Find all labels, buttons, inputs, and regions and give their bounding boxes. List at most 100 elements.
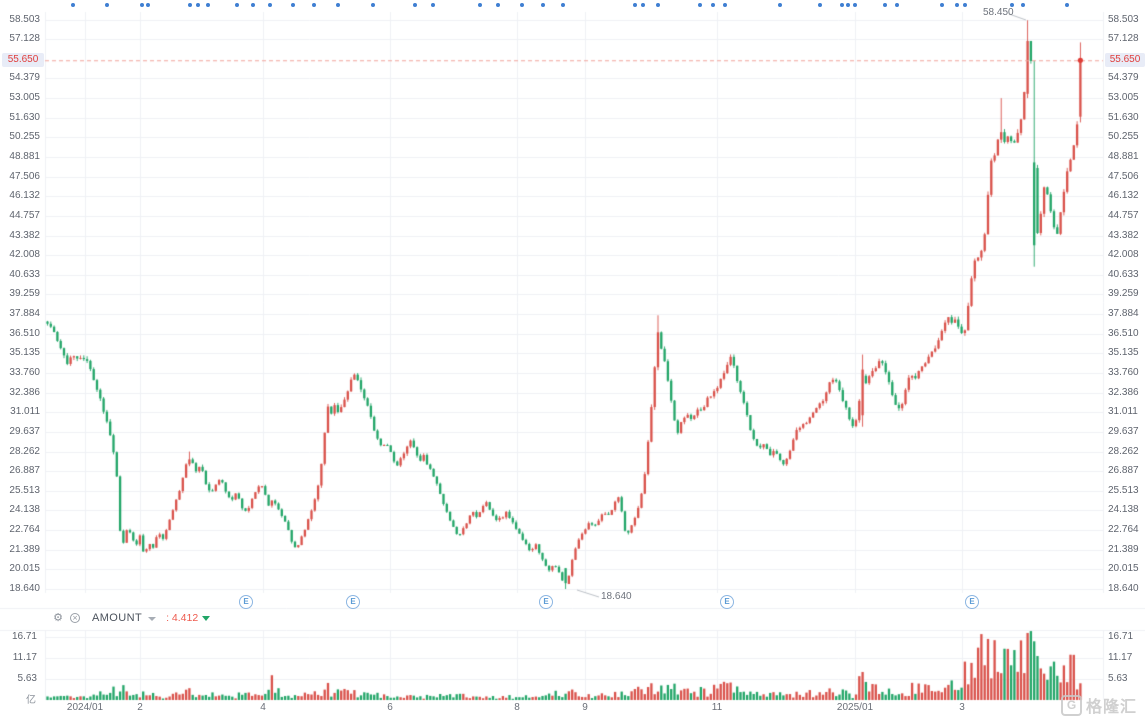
event-dot[interactable] xyxy=(723,3,727,7)
volume-axis-label-right: 11.17 xyxy=(1108,652,1133,663)
period-low-annotation: 18.640 xyxy=(601,591,632,602)
event-dot[interactable] xyxy=(656,3,660,7)
event-dot[interactable] xyxy=(940,3,944,7)
y-axis-label-left: 48.881 xyxy=(9,151,40,162)
y-axis-label-left: 37.884 xyxy=(9,308,40,319)
event-dot[interactable] xyxy=(963,3,967,7)
event-dot[interactable] xyxy=(818,3,822,7)
y-axis-label-left: 31.011 xyxy=(10,406,40,417)
event-dot[interactable] xyxy=(641,3,645,7)
x-axis-label: 8 xyxy=(514,702,520,713)
y-axis-label-right: 50.255 xyxy=(1108,131,1139,142)
y-axis-label-right: 48.881 xyxy=(1108,151,1139,162)
earnings-marker[interactable]: E xyxy=(720,595,734,609)
y-axis-label-right: 36.510 xyxy=(1108,328,1139,339)
watermark-text: 格隆汇 xyxy=(1086,697,1138,716)
event-dot[interactable] xyxy=(431,3,435,7)
event-dot[interactable] xyxy=(188,3,192,7)
earnings-marker[interactable]: E xyxy=(239,595,253,609)
y-axis-label-left: 50.255 xyxy=(9,131,40,142)
event-dot[interactable] xyxy=(561,3,565,7)
volume-axis-label-left: 5.63 xyxy=(17,673,37,684)
gear-icon[interactable]: ⚙ xyxy=(53,611,63,624)
y-axis-label-right: 25.513 xyxy=(1108,485,1139,496)
event-dot[interactable] xyxy=(698,3,702,7)
event-dot[interactable] xyxy=(541,3,545,7)
event-dot[interactable] xyxy=(778,3,782,7)
indicator-name-label[interactable]: AMOUNT xyxy=(92,612,143,624)
volume-axis-label-left: 11.17 xyxy=(12,652,37,663)
y-axis-label-right: 35.135 xyxy=(1108,347,1139,358)
event-dot[interactable] xyxy=(478,3,482,7)
event-dot[interactable] xyxy=(291,3,295,7)
volume-axis-label-right: 16.71 xyxy=(1108,631,1134,642)
event-dot[interactable] xyxy=(1010,3,1014,7)
y-axis-label-left: 29.637 xyxy=(9,426,40,437)
event-dot[interactable] xyxy=(955,3,959,7)
y-axis-label-right: 58.503 xyxy=(1108,14,1139,25)
y-axis-label-right: 33.760 xyxy=(1108,367,1139,378)
y-axis-label-left: 58.503 xyxy=(9,14,40,25)
y-axis-label-left: 51.630 xyxy=(9,112,40,123)
event-dot[interactable] xyxy=(633,3,637,7)
current-price-label-right: 55.650 xyxy=(1105,53,1145,67)
event-dot[interactable] xyxy=(71,3,75,7)
y-axis-label-right: 32.386 xyxy=(1108,387,1139,398)
y-axis-label-left: 35.135 xyxy=(9,347,40,358)
y-axis-label-left: 54.379 xyxy=(9,72,40,83)
event-dot[interactable] xyxy=(268,3,272,7)
close-indicator-icon[interactable]: × xyxy=(70,613,80,623)
y-axis-label-left: 44.757 xyxy=(9,210,40,221)
event-dot[interactable] xyxy=(883,3,887,7)
y-axis-label-left: 53.005 xyxy=(9,92,40,103)
y-axis-label-left: 18.640 xyxy=(9,583,40,594)
y-axis-label-left: 20.015 xyxy=(9,563,40,574)
y-axis-label-right: 20.015 xyxy=(1108,563,1139,574)
y-axis-label-right: 24.138 xyxy=(1108,504,1139,515)
watermark: G 格隆汇 xyxy=(1061,693,1137,717)
x-axis-label: 2024/01 xyxy=(66,702,104,713)
y-axis-label-right: 31.011 xyxy=(1108,406,1138,417)
event-dot[interactable] xyxy=(520,3,524,7)
event-dot[interactable] xyxy=(371,3,375,7)
event-dot[interactable] xyxy=(312,3,316,7)
value-down-triangle-icon xyxy=(202,616,211,621)
y-axis-label-left: 24.138 xyxy=(9,504,40,515)
event-dot[interactable] xyxy=(853,3,857,7)
event-dot[interactable] xyxy=(496,3,500,7)
event-dot[interactable] xyxy=(336,3,340,7)
y-axis-label-right: 44.757 xyxy=(1108,210,1139,221)
y-axis-label-right: 29.637 xyxy=(1108,426,1139,437)
y-axis-label-right: 46.132 xyxy=(1108,190,1139,201)
event-dot[interactable] xyxy=(413,3,417,7)
event-dot[interactable] xyxy=(105,3,109,7)
event-dot[interactable] xyxy=(206,3,210,7)
volume-unit-label: 亿 xyxy=(26,695,36,706)
event-dot[interactable] xyxy=(846,3,850,7)
chevron-down-icon[interactable] xyxy=(148,617,157,621)
y-axis-label-left: 40.633 xyxy=(9,269,40,280)
y-axis-label-left: 42.008 xyxy=(9,249,40,260)
x-axis-label: 3 xyxy=(959,702,965,713)
event-dot[interactable] xyxy=(711,3,715,7)
x-axis-label: 6 xyxy=(387,702,393,713)
current-price-label-left: 55.650 xyxy=(2,53,44,67)
y-axis-label-left: 39.259 xyxy=(9,288,40,299)
event-dot[interactable] xyxy=(1021,3,1025,7)
event-dot[interactable] xyxy=(140,3,144,7)
event-dot[interactable] xyxy=(235,3,239,7)
y-axis-label-left: 36.510 xyxy=(9,328,40,339)
y-axis-label-left: 47.506 xyxy=(9,171,40,182)
event-dot[interactable] xyxy=(1065,3,1069,7)
event-dot[interactable] xyxy=(840,3,844,7)
y-axis-label-left: 25.513 xyxy=(9,485,40,496)
y-axis-label-right: 26.887 xyxy=(1108,465,1139,476)
event-dot[interactable] xyxy=(196,3,200,7)
event-dot[interactable] xyxy=(895,3,899,7)
event-dot[interactable] xyxy=(146,3,150,7)
earnings-marker[interactable]: E xyxy=(965,595,979,609)
earnings-marker[interactable]: E xyxy=(346,595,360,609)
event-dot[interactable] xyxy=(251,3,255,7)
earnings-marker[interactable]: E xyxy=(539,595,553,609)
